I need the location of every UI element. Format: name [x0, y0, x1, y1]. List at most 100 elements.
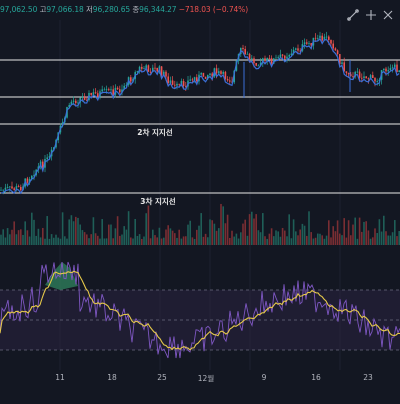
candle-body [147, 65, 150, 72]
volume-bar [189, 220, 191, 245]
candle-body [299, 50, 301, 52]
volume-bar [112, 238, 114, 245]
volume-bar [389, 235, 392, 245]
candle-body [86, 99, 88, 101]
volume-bar [136, 235, 139, 245]
high-value: 97,066.18 [46, 5, 84, 14]
candle-body [244, 49, 246, 55]
candle-body [121, 89, 123, 93]
volume-bar [288, 214, 290, 245]
volume-bar [123, 226, 125, 245]
volume-bar [24, 221, 26, 245]
ohlc-readout: 97,062.50 고97,066.18 저96,280.65 종96,344.… [0, 4, 248, 16]
volume-bar [57, 237, 59, 245]
volume-bar [180, 238, 183, 245]
trend-line-tool-button[interactable] [346, 8, 360, 22]
candle-body [123, 85, 125, 90]
volume-bar [262, 213, 264, 245]
expand-button[interactable] [381, 8, 395, 22]
candle-body [266, 58, 268, 61]
candle-body [119, 89, 121, 93]
candle-body [180, 81, 183, 85]
volume-bar [121, 234, 123, 245]
rsi-pane[interactable] [0, 261, 400, 359]
candle-body [116, 87, 119, 90]
volume-bar [350, 235, 352, 245]
volume-bar [154, 235, 156, 245]
candle-body [182, 81, 185, 86]
support-lines[interactable] [0, 59, 400, 194]
candle-body [156, 67, 158, 72]
candle-body [28, 179, 31, 183]
volume-bar [156, 237, 158, 245]
volume-bar [193, 238, 196, 245]
candle-body [308, 43, 310, 44]
volume-bar [207, 237, 209, 245]
volume-bar [110, 224, 112, 245]
volume-bar [352, 224, 354, 245]
candle-body [17, 186, 20, 188]
volume-bar [169, 228, 172, 245]
volume-bar [253, 218, 255, 245]
volume-bar [347, 220, 350, 245]
volume-bar [152, 229, 154, 245]
volume-bar [75, 216, 77, 245]
high-label: 고 [39, 5, 47, 14]
candle-body [136, 71, 139, 73]
candle-body [325, 36, 328, 38]
candle-body [387, 70, 389, 72]
candle-body [369, 75, 372, 79]
volume-bar [6, 228, 9, 245]
candle-body [365, 76, 367, 79]
x-axis-tick: 16 [311, 373, 321, 382]
candle-body [13, 188, 15, 190]
candle-body [94, 92, 97, 94]
volume-bar [130, 237, 132, 245]
volume-bar [330, 237, 332, 245]
candle-body [9, 186, 11, 188]
volume-bar [334, 231, 337, 245]
volume-bar [325, 235, 328, 245]
rsi-signal-line [0, 270, 400, 351]
candle-body [2, 189, 4, 191]
volume-bar [237, 238, 240, 245]
volume-bar [312, 238, 315, 245]
volume-bar [59, 238, 62, 245]
candle-body [253, 58, 255, 63]
candle-body [77, 102, 79, 104]
volume-bar [127, 211, 130, 245]
volume-bar [147, 205, 150, 245]
collapse-button[interactable] [364, 8, 378, 22]
collapse-arrows-icon [366, 10, 376, 20]
candle-body [268, 58, 271, 59]
low-value: 96,280.65 [92, 5, 131, 14]
volume-bar [308, 211, 310, 245]
volume-bar [160, 238, 163, 245]
volume-bar [255, 214, 257, 245]
expand-arrows-icon [383, 10, 393, 20]
candle-body [226, 78, 229, 81]
candle-body [317, 37, 319, 39]
candle-body [281, 54, 284, 56]
volume-bar [279, 236, 282, 245]
volume-bar [297, 235, 299, 245]
candle-body [328, 36, 330, 40]
candle-body [196, 77, 198, 82]
volume-bar [248, 214, 251, 245]
candle-body [374, 77, 376, 82]
candle-body [70, 101, 73, 106]
volume-bar [251, 211, 253, 245]
candle-body [310, 43, 312, 46]
volume-bar [233, 236, 235, 245]
candle-body [389, 68, 392, 71]
candle-body [231, 81, 233, 83]
close-value: 96,344.27 [139, 5, 177, 14]
volume-bar [81, 230, 84, 245]
volume-bar [321, 235, 323, 245]
volume-bar [301, 223, 304, 245]
volume-bar [70, 215, 73, 245]
volume-bar [235, 233, 238, 245]
candle-body [330, 39, 332, 44]
